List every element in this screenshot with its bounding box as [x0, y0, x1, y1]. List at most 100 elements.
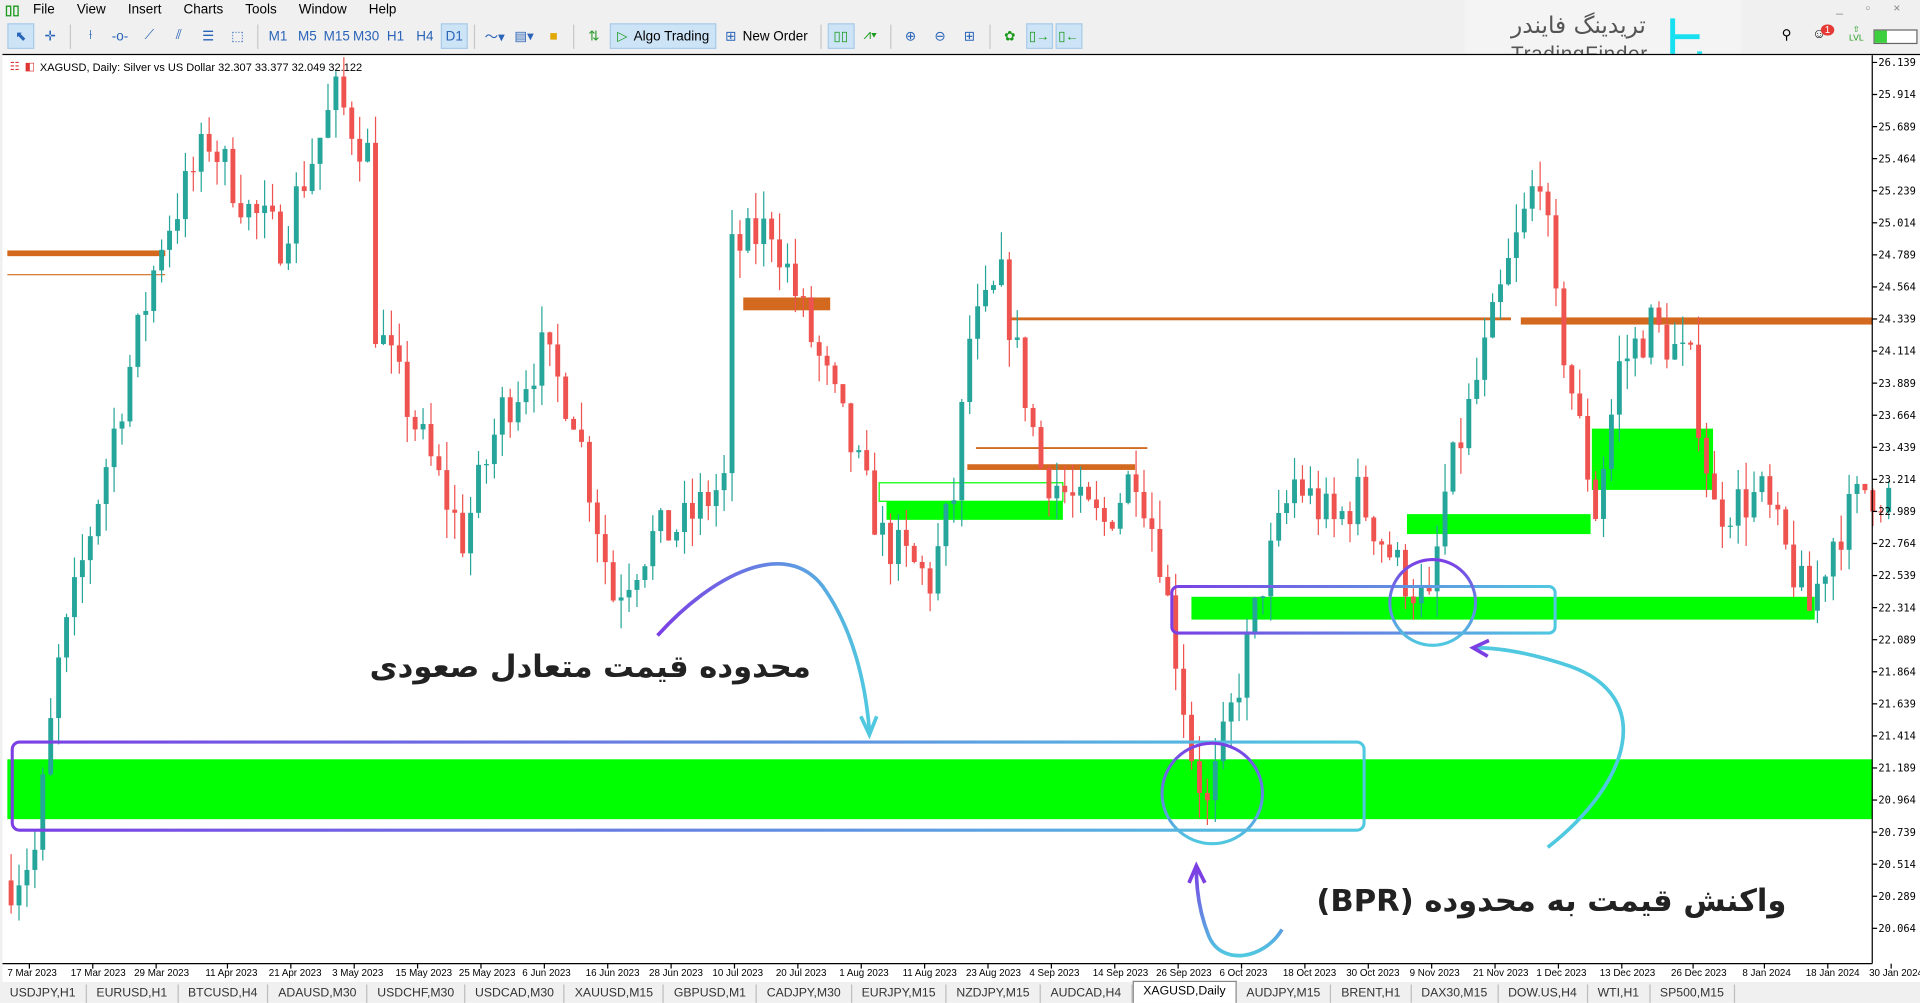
- templates-icon[interactable]: ▤▾: [514, 29, 534, 45]
- candle-body: [579, 429, 584, 442]
- symbol-tab[interactable]: DAX30,M15: [1411, 984, 1499, 1003]
- candle: [1711, 450, 1717, 500]
- candle-body: [190, 171, 196, 173]
- symbol-tab[interactable]: USDJPY,H1: [0, 984, 87, 1003]
- timeframe-m5[interactable]: M5: [297, 28, 317, 44]
- candle-body: [1743, 489, 1749, 518]
- menu-charts[interactable]: Charts: [183, 2, 224, 18]
- menu-bar: ▯▯ File View Insert Charts Tools Window …: [0, 0, 1920, 20]
- menu-window[interactable]: Window: [298, 2, 347, 18]
- horizontal-line-icon[interactable]: -o-: [111, 28, 129, 44]
- auto-scroll-icon[interactable]: ▯→: [1025, 23, 1053, 49]
- symbol-tab[interactable]: EURJPY,M15: [852, 984, 947, 1003]
- candle-body: [1387, 544, 1393, 558]
- candle: [777, 213, 783, 291]
- chart-canvas[interactable]: 26.139 25.914 25.689 25.464 25.239 25.014 24.7…: [2, 55, 1920, 982]
- menu-file[interactable]: File: [33, 2, 55, 18]
- indicators-icon[interactable]: 〜▾: [484, 30, 505, 45]
- candle-body: [1078, 486, 1084, 496]
- candle: [349, 101, 355, 155]
- window-controls[interactable]: _ ▫ ×: [1836, 2, 1911, 16]
- timeframe-m30[interactable]: M30: [353, 28, 380, 44]
- reaction-circle: [1388, 558, 1478, 647]
- zoom-out-icon[interactable]: ⊖: [934, 29, 946, 45]
- symbol-tab[interactable]: XAGUSD,Daily: [1132, 980, 1237, 1003]
- candle: [1236, 673, 1242, 722]
- symbol-tab[interactable]: GBPUSD,M1: [664, 984, 757, 1003]
- candle: [753, 193, 759, 265]
- candle-body: [816, 342, 822, 356]
- candle: [745, 207, 751, 253]
- menu-insert[interactable]: Insert: [127, 2, 162, 18]
- cursor-icon[interactable]: ⬉: [7, 23, 35, 49]
- chart-type-icon[interactable]: ⩘▾: [863, 28, 877, 43]
- symbol-tab[interactable]: EURUSD,H1: [87, 984, 179, 1003]
- chart-shift-icon[interactable]: ▯←: [1055, 23, 1083, 49]
- channel-icon[interactable]: ⫽: [175, 28, 182, 43]
- vertical-line-icon[interactable]: ⟊: [88, 28, 93, 43]
- candle-body: [1101, 508, 1107, 522]
- candle-body: [1886, 487, 1892, 513]
- crosshair-icon[interactable]: ✛: [44, 29, 56, 45]
- symbol-tab[interactable]: NZDJPY,M15: [947, 984, 1041, 1003]
- date-label: 15 May 2023: [396, 968, 453, 979]
- symbol-tab[interactable]: USDCAD,M30: [465, 984, 565, 1003]
- candle-body: [1450, 442, 1456, 492]
- timeframe-h4[interactable]: H4: [416, 28, 434, 44]
- candle-body: [682, 502, 687, 532]
- candle: [1355, 458, 1361, 536]
- candle-body: [1347, 511, 1353, 525]
- symbol-tab[interactable]: BTCUSD,H4: [178, 984, 269, 1003]
- symbol-tab[interactable]: WTI,H1: [1588, 984, 1651, 1003]
- candle-body: [856, 450, 862, 453]
- zoom-in-icon[interactable]: ⊕: [904, 29, 917, 45]
- settings-icon[interactable]: ✿: [1004, 29, 1016, 45]
- candle-body: [1141, 491, 1147, 519]
- notifications-icon[interactable]: ☺ 1: [1812, 23, 1834, 42]
- timeframe-m15[interactable]: M15: [323, 28, 350, 44]
- candle-body: [1323, 493, 1329, 520]
- symbol-tab[interactable]: AUDCAD,H4: [1041, 984, 1133, 1003]
- candle: [95, 499, 101, 545]
- symbol-tab[interactable]: XAUUSD,M15: [565, 984, 665, 1003]
- candle-body: [1046, 468, 1052, 499]
- new-order-button[interactable]: ⊞ New Order: [719, 23, 814, 49]
- divider: [988, 23, 991, 49]
- trendline-icon[interactable]: ⟋: [144, 28, 155, 43]
- candle-body: [1117, 502, 1123, 529]
- symbol-tab[interactable]: ADAUSD,M30: [268, 984, 368, 1003]
- candle-body: [1434, 546, 1440, 592]
- candle: [1466, 383, 1472, 455]
- new-order-icon: ⊞: [725, 29, 737, 45]
- symbol-tab[interactable]: BRENT,H1: [1331, 984, 1412, 1003]
- candle: [1292, 458, 1297, 518]
- menu-tools[interactable]: Tools: [245, 2, 277, 18]
- menu-help[interactable]: Help: [368, 2, 397, 18]
- one-click-trading-icon[interactable]: ⇅: [588, 29, 600, 45]
- search-icon[interactable]: ⚲: [1781, 28, 1792, 43]
- tile-windows-icon[interactable]: ⊞: [963, 29, 976, 45]
- symbol-tab[interactable]: USDCHF,M30: [368, 984, 466, 1003]
- shapes-icon[interactable]: ⬚: [231, 29, 244, 45]
- candle-body: [674, 531, 680, 541]
- candle-body: [1648, 307, 1654, 358]
- candle-body: [1822, 576, 1828, 584]
- candle: [1395, 542, 1400, 567]
- symbol-tab[interactable]: CADJPY,M30: [757, 984, 852, 1003]
- candle-body: [864, 450, 870, 471]
- symbol-tab[interactable]: DOW.US,H4: [1498, 984, 1588, 1003]
- timeframe-h1[interactable]: H1: [386, 28, 405, 44]
- symbol-tab[interactable]: SP500,M15: [1650, 984, 1735, 1003]
- bullish-zone-outline: [878, 482, 1064, 502]
- candlestick-icon[interactable]: ▯▯: [827, 23, 855, 49]
- menu-view[interactable]: View: [76, 2, 106, 18]
- divider: [889, 23, 891, 49]
- chart-window[interactable]: 26.139 25.914 25.689 25.464 25.239 25.014 24.7…: [2, 53, 1920, 983]
- candle: [293, 172, 299, 264]
- algo-trading-button[interactable]: ▷ Algo Trading: [609, 23, 717, 49]
- folder-icon[interactable]: ■: [549, 28, 558, 44]
- timeframe-d1[interactable]: D1: [440, 23, 468, 49]
- symbol-tab[interactable]: AUDJPY,M15: [1237, 984, 1332, 1003]
- timeframe-m1[interactable]: M1: [268, 28, 288, 44]
- fibonacci-icon[interactable]: ☰: [202, 29, 215, 45]
